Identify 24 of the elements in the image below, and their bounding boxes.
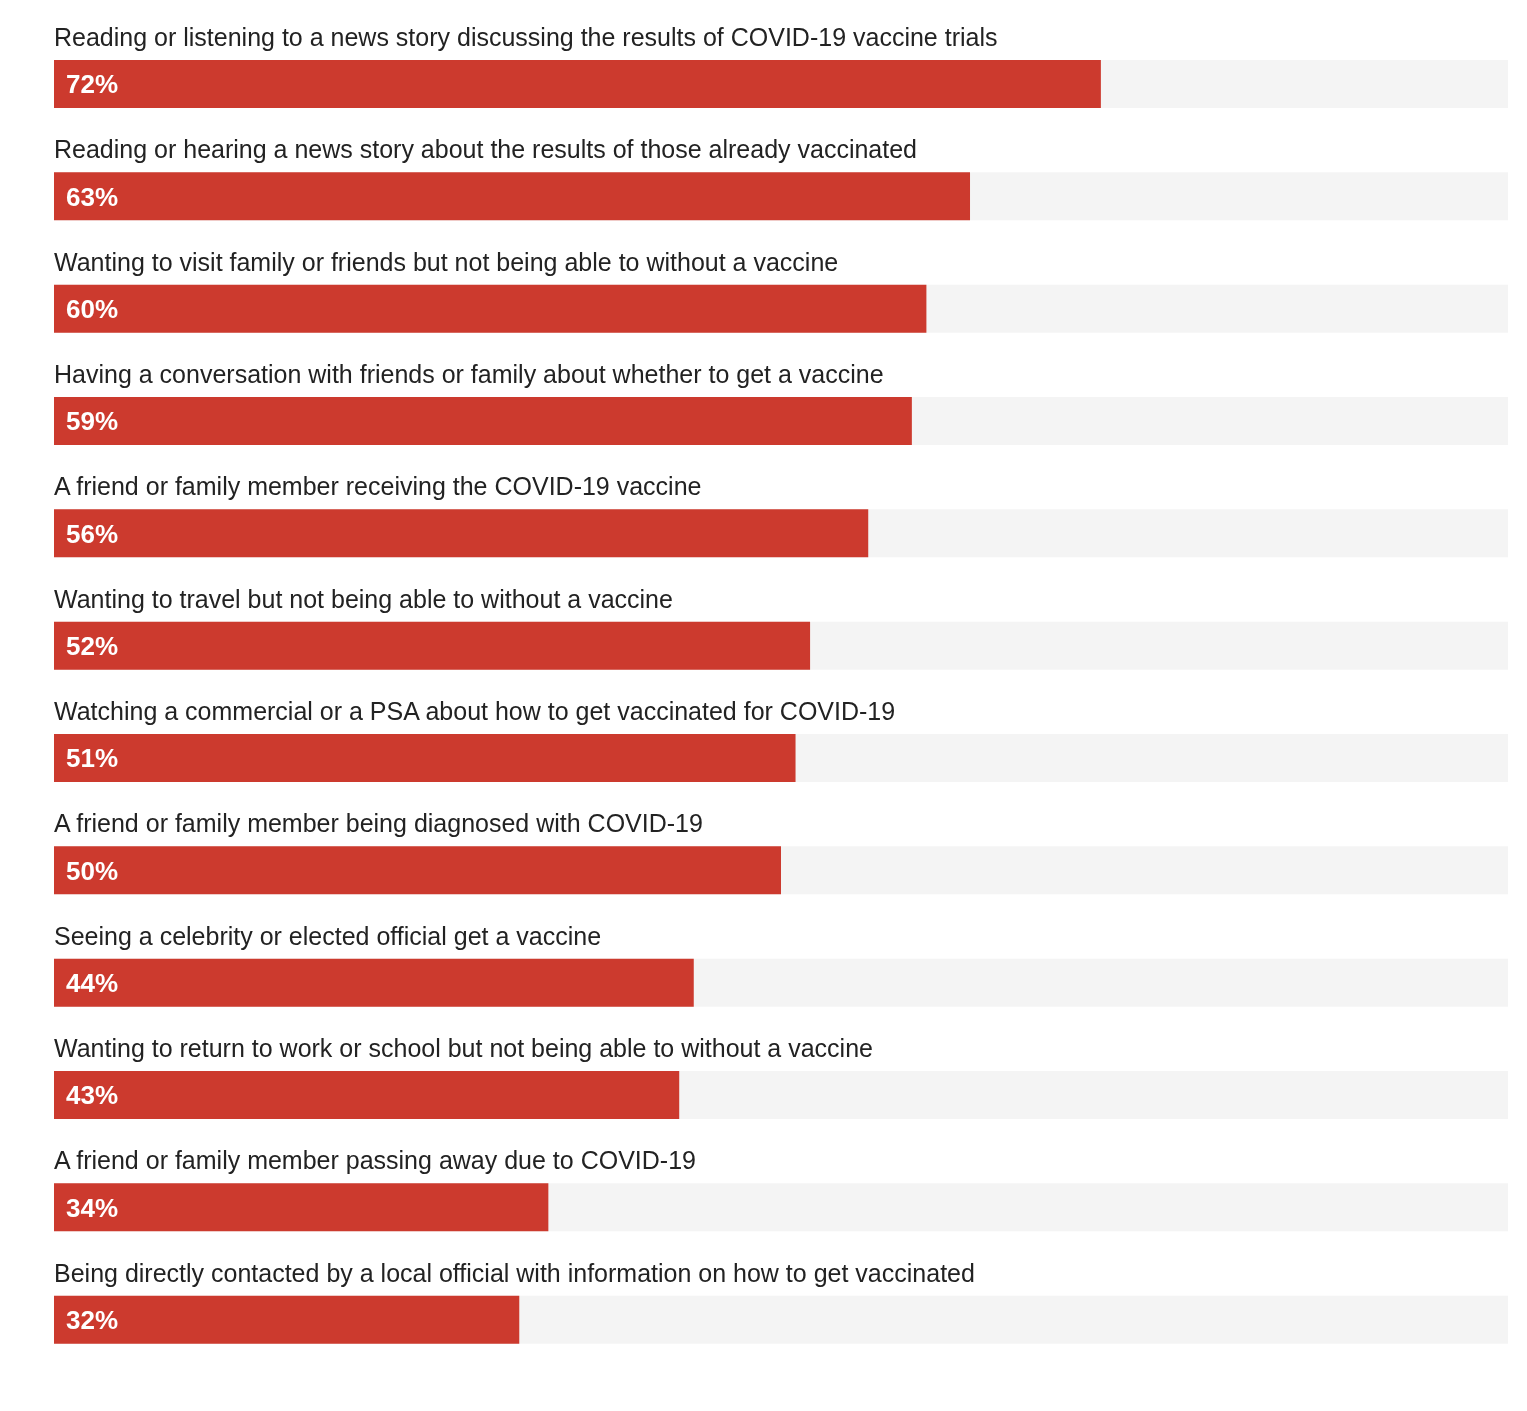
y-tick-label: Wanting to return to work or school but not being able to without a vaccine <box>54 1034 873 1062</box>
data-label: 63% <box>66 181 119 212</box>
data-label: 56% <box>66 518 119 549</box>
y-tick-label: Seeing a celebrity or elected official get a vaccine <box>54 921 602 950</box>
data-label: 72% <box>66 69 119 100</box>
data-label: 32% <box>66 1304 119 1335</box>
data-label: 43% <box>66 1080 119 1111</box>
y-tick-label: A friend or family member receiving the COVID-19 vaccine <box>54 472 702 501</box>
y-tick-label: Wanting to visit family or friends but not being able to without a vaccine <box>54 247 839 276</box>
y-tick-label: Having a conversation with friends or family about whether to get a vaccine <box>54 360 884 388</box>
y-tick-label: Being directly contacted by a local official with information on how to get vaccinated <box>54 1258 975 1287</box>
data-label: 50% <box>66 855 119 886</box>
data-label: 60% <box>66 293 119 324</box>
y-tick-label: A friend or family member being diagnosed with COVID-19 <box>54 809 703 838</box>
y-tick-label: Reading or hearing a news story about the results of those already vaccinated <box>54 135 918 164</box>
data-label: 44% <box>66 967 119 998</box>
data-label: 51% <box>66 743 119 774</box>
data-label: 59% <box>66 406 119 437</box>
y-tick-label: A friend or family member passing away due to COVID-19 <box>54 1146 696 1175</box>
data-label: 34% <box>66 1192 119 1223</box>
y-tick-label: Wanting to travel but not being able to without a vaccine <box>54 584 673 613</box>
y-tick-label: Watching a commercial or a PSA about how to get vaccinated for COVID-19 <box>54 697 896 725</box>
data-label: 52% <box>66 630 119 661</box>
y-tick-label: Reading or listening to a news story discussing the results of COVID-19 vaccine trials <box>54 23 998 51</box>
